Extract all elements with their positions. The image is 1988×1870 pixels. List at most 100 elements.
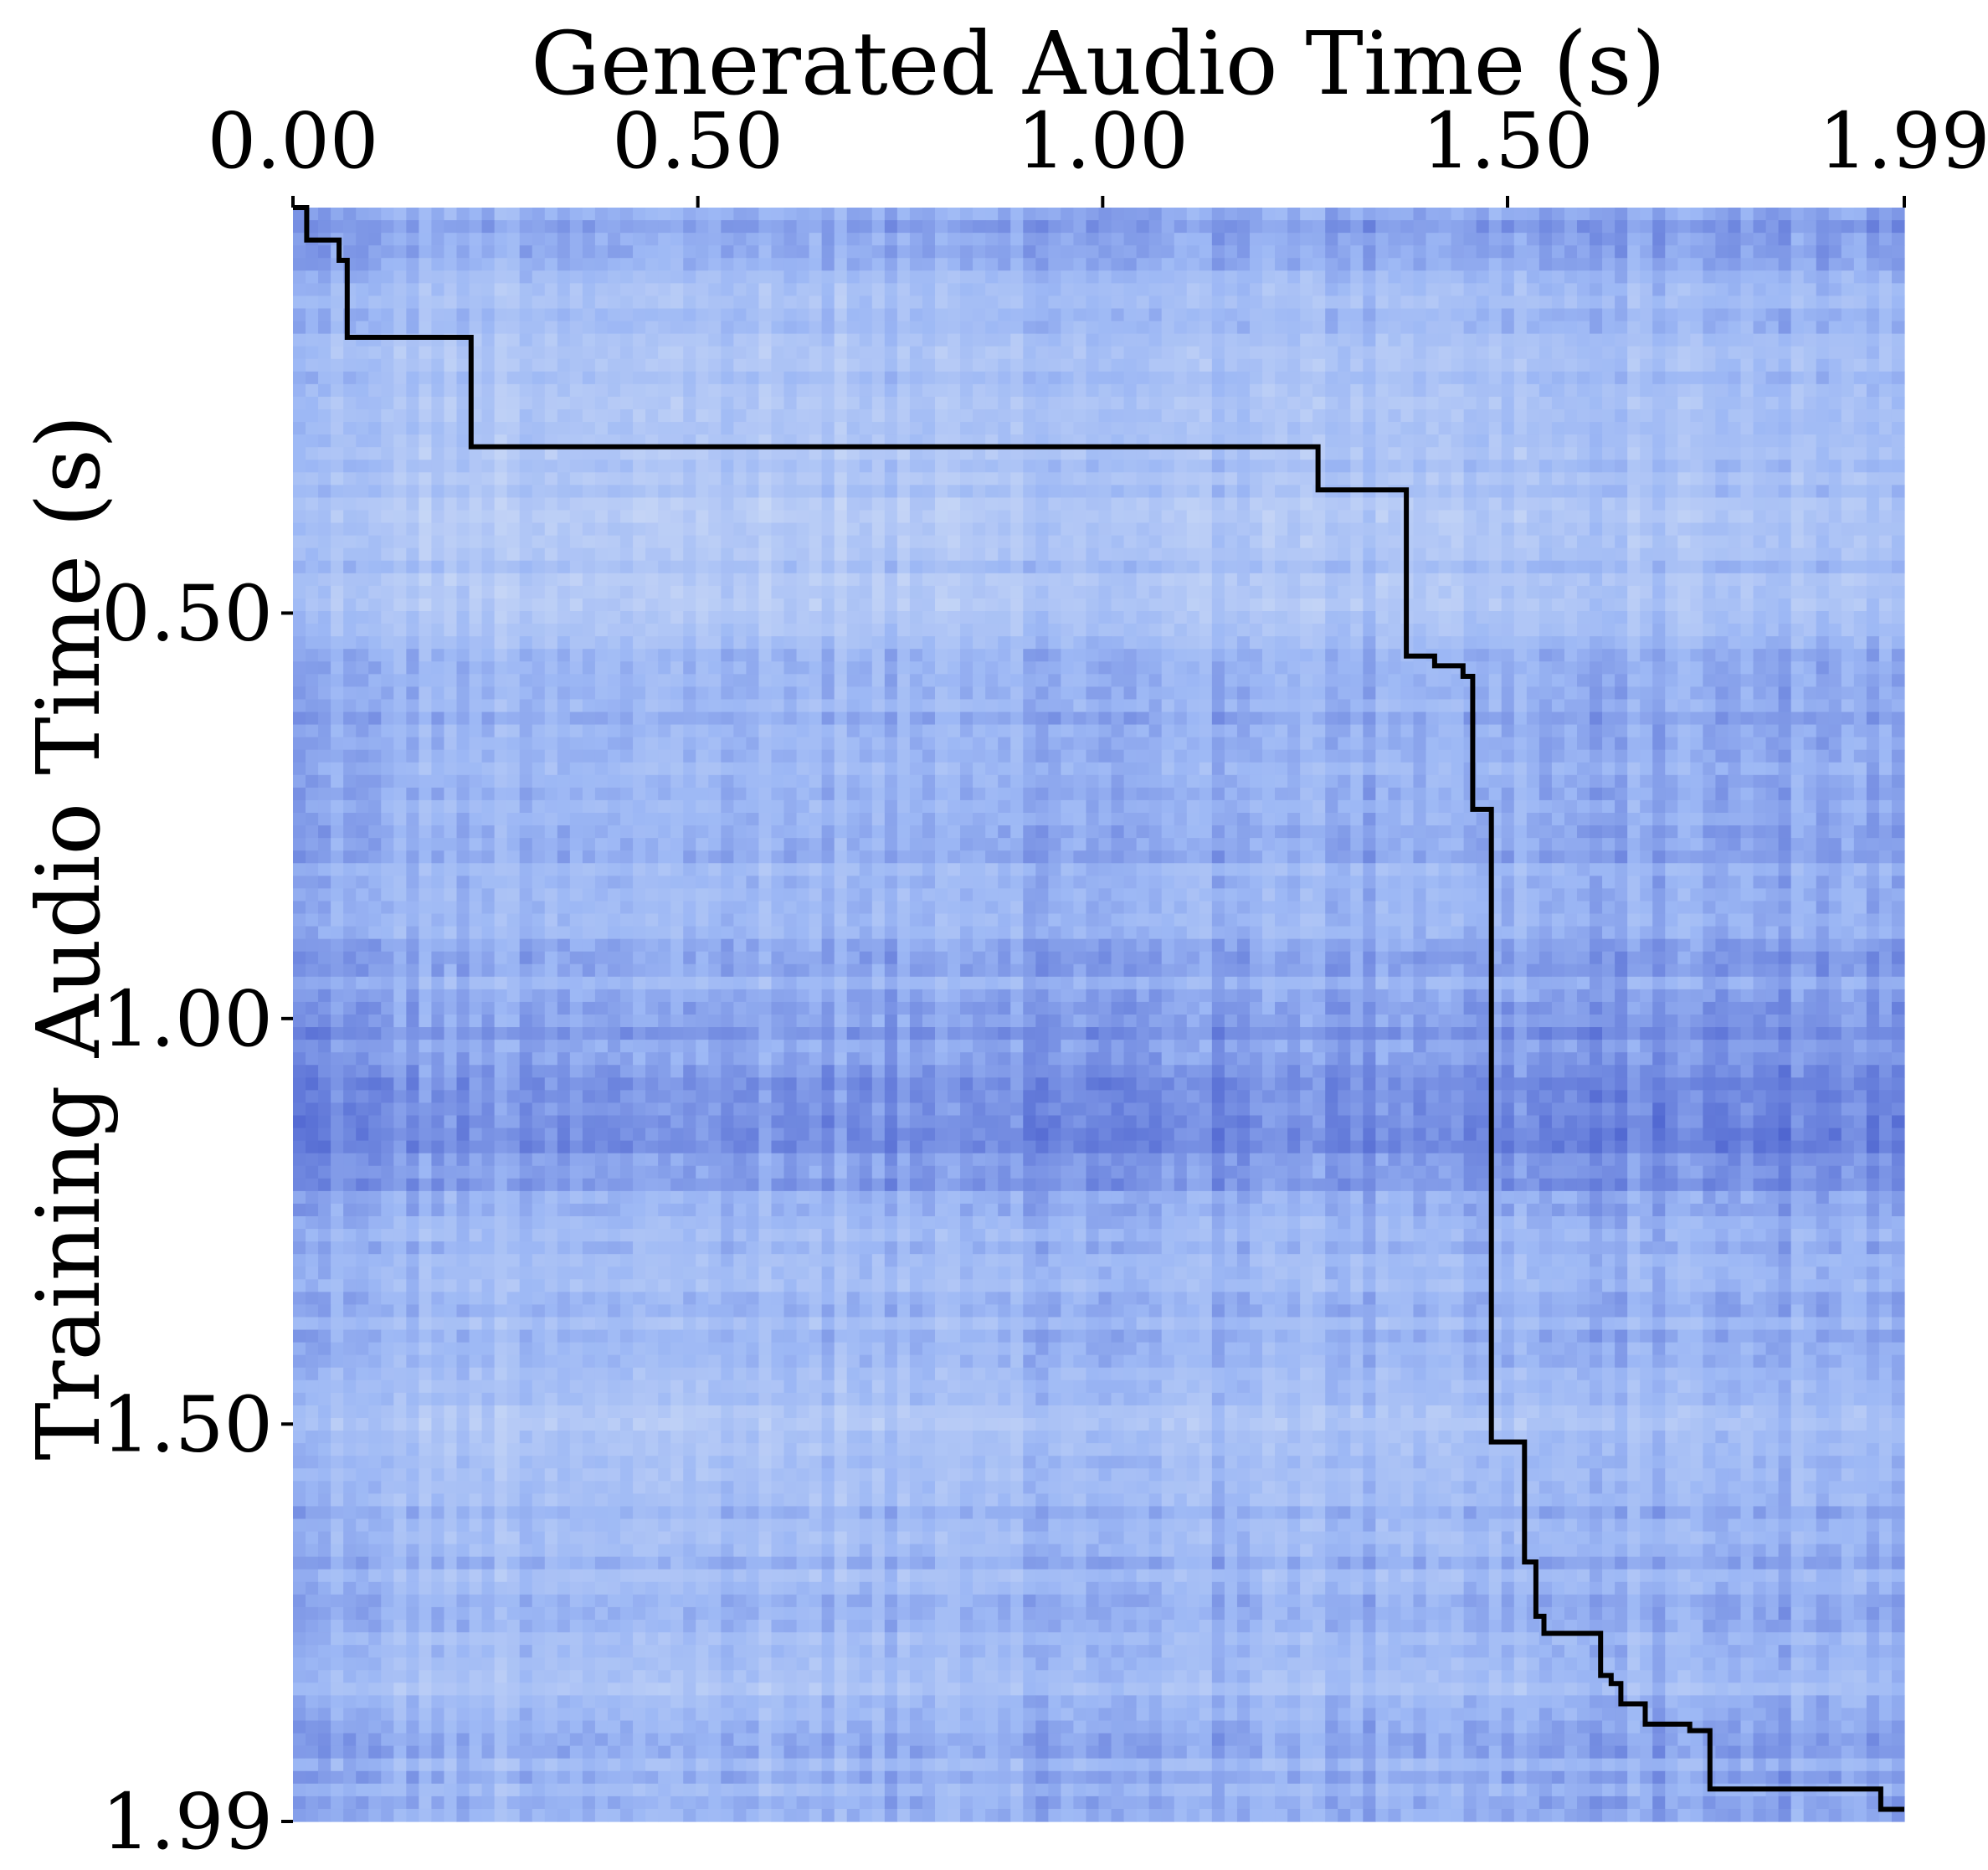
heatmap-cell bbox=[368, 560, 382, 574]
heatmap-cell bbox=[1161, 396, 1175, 410]
heatmap-cell bbox=[1853, 611, 1867, 624]
heatmap-cell bbox=[721, 598, 734, 612]
heatmap-cell bbox=[381, 535, 394, 549]
heatmap-cell bbox=[1413, 447, 1427, 460]
heatmap-cell bbox=[1338, 383, 1351, 398]
heatmap-cell bbox=[1690, 208, 1703, 221]
heatmap-cell bbox=[896, 383, 911, 398]
heatmap-cell bbox=[1703, 422, 1717, 435]
heatmap-cell bbox=[1740, 472, 1754, 485]
heatmap-cell bbox=[1728, 649, 1742, 662]
heatmap-cell bbox=[1438, 371, 1452, 385]
heatmap-cell bbox=[960, 383, 973, 398]
heatmap-cell bbox=[1526, 624, 1540, 637]
heatmap-cell bbox=[834, 283, 848, 297]
heatmap-cell bbox=[519, 233, 533, 246]
heatmap-cell bbox=[1463, 510, 1477, 524]
heatmap-cell bbox=[796, 308, 810, 322]
heatmap-cell bbox=[973, 472, 986, 485]
heatmap-cell bbox=[1035, 258, 1049, 271]
heatmap-cell bbox=[1148, 535, 1163, 549]
heatmap-cell bbox=[1602, 560, 1616, 574]
heatmap-cell bbox=[1627, 611, 1641, 624]
heatmap-cell bbox=[1526, 547, 1540, 562]
heatmap-cell bbox=[1035, 220, 1049, 234]
heatmap-cell bbox=[519, 585, 533, 599]
heatmap-cell bbox=[834, 208, 848, 221]
heatmap-cell bbox=[1098, 308, 1112, 322]
heatmap-cell bbox=[771, 636, 785, 650]
heatmap-cell bbox=[1891, 460, 1905, 473]
heatmap-cell bbox=[758, 371, 773, 385]
heatmap-cell bbox=[1161, 598, 1175, 612]
heatmap-cell bbox=[1287, 535, 1301, 549]
heatmap-cell bbox=[1765, 636, 1780, 650]
heatmap-cell bbox=[670, 245, 684, 259]
heatmap-cell bbox=[1312, 674, 1326, 687]
heatmap-cell bbox=[658, 636, 671, 650]
heatmap-cell bbox=[343, 510, 357, 524]
heatmap-cell bbox=[1438, 447, 1452, 460]
heatmap-cell bbox=[985, 472, 999, 485]
heatmap-cell bbox=[998, 547, 1011, 562]
heatmap-cell bbox=[343, 649, 357, 662]
heatmap-cell bbox=[444, 220, 458, 234]
heatmap-cell bbox=[783, 220, 798, 234]
heatmap-cell bbox=[1891, 346, 1905, 360]
heatmap-cell bbox=[419, 434, 433, 448]
heatmap-cell bbox=[406, 674, 419, 687]
heatmap-cell bbox=[594, 321, 609, 335]
heatmap-cell bbox=[1098, 383, 1112, 398]
heatmap-cell bbox=[758, 636, 773, 650]
heatmap-cell bbox=[1098, 447, 1112, 460]
heatmap-cell bbox=[658, 573, 671, 587]
heatmap-cell bbox=[494, 636, 508, 650]
heatmap-cell bbox=[1035, 649, 1049, 662]
heatmap-cell bbox=[1576, 472, 1590, 485]
heatmap-cell bbox=[733, 295, 747, 310]
heatmap-cell bbox=[356, 485, 369, 499]
heatmap-cell bbox=[658, 674, 671, 687]
heatmap-cell bbox=[771, 220, 785, 234]
heatmap-cell bbox=[419, 220, 433, 234]
heatmap-cell bbox=[343, 598, 357, 612]
heatmap-cell bbox=[1275, 611, 1288, 624]
heatmap-cell bbox=[1703, 573, 1717, 587]
heatmap-cell bbox=[1287, 560, 1301, 574]
heatmap-cell bbox=[506, 522, 521, 537]
heatmap-cell bbox=[1853, 283, 1867, 297]
heatmap-cell bbox=[1816, 472, 1830, 485]
heatmap-cell bbox=[1476, 535, 1490, 549]
heatmap-cell bbox=[934, 308, 948, 322]
heatmap-cell bbox=[1035, 283, 1049, 297]
heatmap-cell bbox=[871, 346, 886, 360]
heatmap-cell bbox=[948, 598, 961, 612]
heatmap-cell bbox=[331, 358, 344, 372]
heatmap-cell bbox=[1677, 283, 1691, 297]
heatmap-cell bbox=[431, 535, 445, 549]
heatmap-cell bbox=[1564, 333, 1578, 347]
heatmap-cell bbox=[909, 358, 923, 372]
heatmap-cell bbox=[1866, 447, 1880, 460]
heatmap-cell bbox=[544, 624, 558, 637]
heatmap-cell bbox=[746, 472, 760, 485]
heatmap-cell bbox=[884, 624, 898, 637]
heatmap-cell bbox=[1803, 233, 1817, 246]
heatmap-cell bbox=[481, 220, 496, 234]
heatmap-cell bbox=[1891, 208, 1905, 221]
heatmap-cell bbox=[1551, 270, 1565, 284]
heatmap-cell bbox=[1048, 208, 1061, 221]
heatmap-cell bbox=[960, 497, 973, 511]
heatmap-cell bbox=[708, 585, 722, 599]
heatmap-cell bbox=[620, 422, 634, 435]
heatmap-cell bbox=[985, 220, 999, 234]
heatmap-cell bbox=[884, 270, 898, 284]
heatmap-cell bbox=[934, 371, 948, 385]
heatmap-cell bbox=[1073, 346, 1087, 360]
heatmap-cell bbox=[733, 270, 747, 284]
heatmap-cell bbox=[1123, 396, 1138, 410]
heatmap-cell bbox=[381, 233, 394, 246]
heatmap-cell bbox=[1413, 585, 1427, 599]
heatmap-cell bbox=[557, 674, 571, 687]
heatmap-cell bbox=[1513, 233, 1528, 246]
